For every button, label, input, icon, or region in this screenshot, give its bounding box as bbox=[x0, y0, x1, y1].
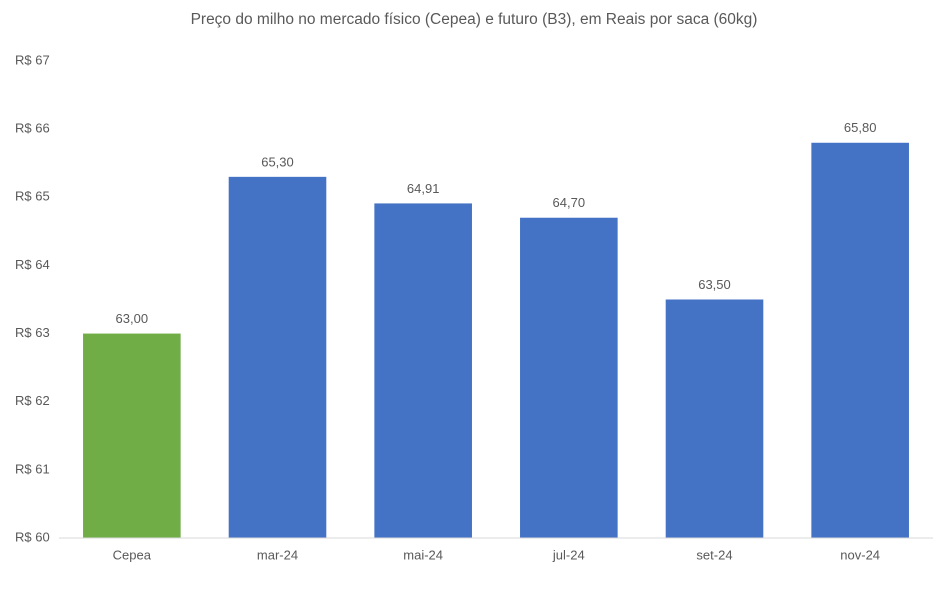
bar bbox=[83, 333, 181, 538]
bar bbox=[228, 176, 327, 539]
y-tick-label: R$ 66 bbox=[15, 121, 50, 136]
bar bbox=[811, 142, 909, 538]
data-label: 65,30 bbox=[261, 154, 294, 169]
y-tick-label: R$ 65 bbox=[15, 189, 50, 204]
x-tick-label: set-24 bbox=[696, 547, 732, 562]
data-label: 63,00 bbox=[116, 311, 149, 326]
bar bbox=[374, 203, 472, 538]
y-tick-label: R$ 63 bbox=[15, 325, 50, 340]
x-tick-label: nov-24 bbox=[840, 547, 880, 562]
bar bbox=[520, 217, 618, 538]
y-tick-label: R$ 60 bbox=[15, 529, 50, 544]
chart-title: Preço do milho no mercado físico (Cepea)… bbox=[191, 11, 758, 28]
y-tick-label: R$ 67 bbox=[15, 52, 50, 67]
data-label: 65,80 bbox=[844, 120, 877, 135]
data-label: 64,70 bbox=[553, 195, 586, 210]
y-tick-label: R$ 61 bbox=[15, 461, 50, 476]
y-tick-label: R$ 64 bbox=[15, 257, 50, 272]
x-tick-label: jul-24 bbox=[552, 547, 585, 562]
y-tick-label: R$ 62 bbox=[15, 393, 50, 408]
data-label: 63,50 bbox=[698, 277, 731, 292]
x-tick-label: mar-24 bbox=[257, 547, 298, 562]
bar bbox=[665, 299, 764, 538]
x-tick-label: Cepea bbox=[113, 547, 152, 562]
data-label: 64,91 bbox=[407, 181, 440, 196]
x-tick-label: mai-24 bbox=[403, 547, 443, 562]
